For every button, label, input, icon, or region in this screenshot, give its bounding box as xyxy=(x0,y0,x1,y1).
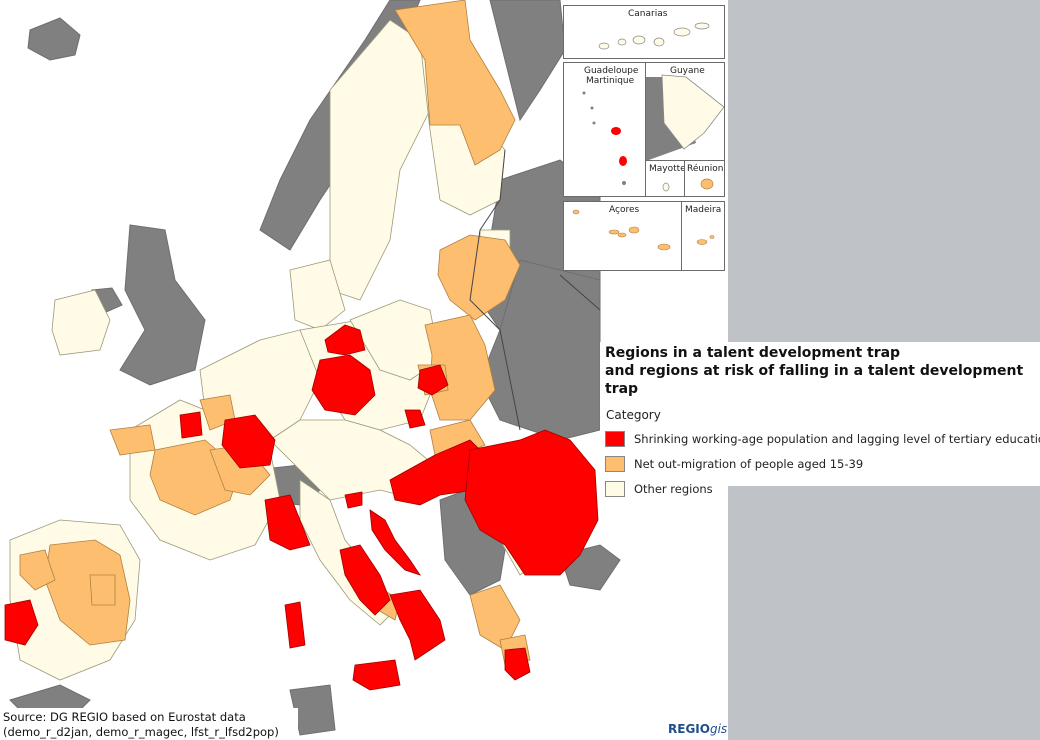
reunion-island xyxy=(700,178,714,190)
legend-item-other: Other regions xyxy=(605,476,1040,501)
inset-acores: Açores xyxy=(563,201,682,271)
legend-label-red: Shrinking working-age population and lag… xyxy=(634,431,1040,446)
legend-swatch-other xyxy=(605,480,625,497)
source-line2: (demo_r_d2jan, demo_r_magec, lfst_r_lfsd… xyxy=(3,725,279,739)
source-note: Source: DG REGIO based on Eurostat data … xyxy=(0,708,298,740)
inset-label-canarias: Canarias xyxy=(628,9,668,19)
regiogis-logo: REGIOgis xyxy=(668,722,727,736)
caribbean-islands xyxy=(582,91,627,185)
inset-label-martinique: Martinique xyxy=(586,76,635,86)
map-legend: Regions in a talent development trap and… xyxy=(600,342,1040,497)
guyane-map xyxy=(646,74,724,161)
madeira-islands xyxy=(696,235,715,245)
inset-mayotte: Mayotte xyxy=(645,160,686,197)
inset-guadeloupe-martinique: Guadeloupe Martinique xyxy=(563,62,646,197)
inset-reunion: Réunion xyxy=(684,160,725,197)
legend-item-red: Shrinking working-age population and lag… xyxy=(605,426,1040,451)
canarias-islands xyxy=(598,22,710,50)
inset-madeira: Madeira xyxy=(681,201,725,271)
legend-label-orange: Net out-migration of people aged 15-39 xyxy=(634,456,864,471)
red-regions xyxy=(4,324,599,691)
legend-category-label: Category xyxy=(606,408,661,422)
inset-guyane: Guyane xyxy=(645,62,725,162)
inset-label-guadeloupe: Guadeloupe xyxy=(584,66,639,76)
acores-islands xyxy=(572,209,671,251)
borders xyxy=(469,149,601,431)
legend-label-other: Other regions xyxy=(634,481,713,496)
inset-canarias: Canarias xyxy=(563,5,725,59)
inset-label-reunion: Réunion xyxy=(687,164,724,174)
brand-regio: REGIO xyxy=(668,722,710,736)
mayotte-island xyxy=(662,182,670,192)
legend-title-line2: and regions at risk of falling in a tale… xyxy=(605,363,1024,397)
inset-label-guyane: Guyane xyxy=(670,66,705,76)
legend-swatch-red xyxy=(605,430,625,447)
brand-gis: gis xyxy=(709,722,728,736)
legend-swatch-orange xyxy=(605,455,625,472)
inset-label-acores: Açores xyxy=(609,205,640,215)
legend-title-line1: Regions in a talent development trap xyxy=(605,345,901,361)
orange-regions xyxy=(19,0,531,666)
inset-label-mayotte: Mayotte xyxy=(649,164,686,174)
source-line1: Source: DG REGIO based on Eurostat data xyxy=(3,710,246,724)
legend-item-orange: Net out-migration of people aged 15-39 xyxy=(605,451,1040,476)
inset-label-madeira: Madeira xyxy=(685,205,722,215)
